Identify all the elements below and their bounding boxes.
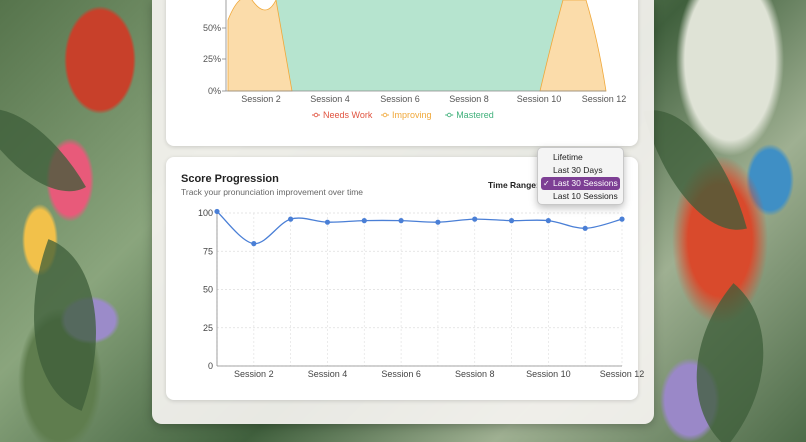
x-tick-label: Session 10: [517, 94, 562, 104]
x-tick-label: Session 10: [526, 369, 571, 379]
check-icon: ✓: [543, 179, 550, 188]
legend-label: Needs Work: [323, 110, 373, 120]
x-tick-label: Session 6: [381, 369, 421, 379]
x-tick-label: Session 6: [380, 94, 420, 104]
data-point[interactable]: [472, 216, 478, 222]
y-tick-label: 25%: [203, 54, 221, 64]
data-point[interactable]: [214, 208, 220, 215]
time-range-dropdown[interactable]: Lifetime Last 30 Days ✓ Last 30 Sessions Las…: [537, 147, 624, 205]
y-tick-label: 50%: [203, 23, 221, 33]
x-tick-label: Session 12: [600, 369, 645, 379]
data-point[interactable]: [288, 216, 294, 222]
data-point[interactable]: [619, 216, 625, 222]
card-subtitle: Track your pronunciation improvement ove…: [181, 187, 364, 197]
series-line: [216, 210, 623, 245]
y-tick-label: 0: [208, 361, 213, 371]
data-point[interactable]: [251, 241, 257, 247]
data-point[interactable]: [582, 225, 588, 231]
improving-area-left: [227, 0, 293, 92]
time-range-option[interactable]: Last 30 Days: [541, 164, 620, 177]
x-tick-label: Session 2: [234, 369, 274, 379]
time-range-label: Time Range:: [488, 180, 539, 190]
y-tick-label: 50: [203, 285, 213, 295]
legend-label: Mastered: [456, 110, 494, 120]
y-tick-label: 0%: [208, 86, 221, 96]
time-range-option[interactable]: ✓ Last 30 Sessions: [541, 177, 620, 190]
improving-area-right: [539, 0, 607, 92]
y-tick-label: 100: [198, 208, 213, 218]
option-label: Last 10 Sessions: [553, 191, 618, 201]
x-tick-label: Session 4: [308, 369, 348, 379]
time-range-option[interactable]: Last 10 Sessions: [541, 190, 620, 203]
data-point[interactable]: [324, 219, 331, 225]
x-tick-label: Session 8: [455, 369, 495, 379]
x-tick-label: Session 12: [582, 94, 627, 104]
option-label: Last 30 Sessions: [553, 178, 618, 188]
card-title: Score Progression: [181, 173, 279, 185]
data-point[interactable]: [361, 218, 367, 224]
data-point[interactable]: [545, 218, 551, 224]
y-tick-label: 25: [203, 323, 213, 333]
x-tick-label: Session 2: [241, 94, 281, 104]
x-tick-label: Session 4: [310, 94, 350, 104]
data-point[interactable]: [508, 218, 515, 224]
mastered-area: [276, 0, 563, 91]
data-point[interactable]: [398, 218, 404, 224]
legend-item[interactable]: Needs Work: [312, 110, 373, 120]
legend-item[interactable]: Mastered: [445, 110, 494, 120]
time-range-option[interactable]: Lifetime: [541, 151, 620, 164]
legend-label: Improving: [392, 110, 432, 120]
y-tick-label: 75: [203, 246, 213, 256]
option-label: Lifetime: [553, 152, 583, 162]
data-point[interactable]: [435, 219, 441, 225]
option-label: Last 30 Days: [553, 165, 603, 175]
legend-item[interactable]: Improving: [381, 110, 432, 120]
x-tick-label: Session 8: [449, 94, 489, 104]
